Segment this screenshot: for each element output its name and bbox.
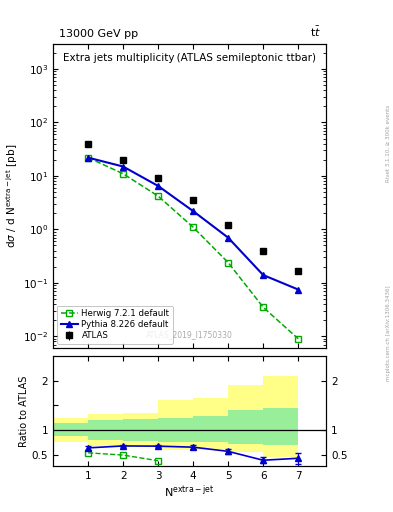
Bar bbox=[263, 376, 298, 457]
Bar bbox=[228, 410, 263, 444]
Herwig 7.2.1 default bbox=[296, 336, 301, 342]
Y-axis label: Ratio to ATLAS: Ratio to ATLAS bbox=[19, 375, 29, 446]
Pythia 8.226 default bbox=[86, 155, 90, 161]
Text: 13000 GeV pp: 13000 GeV pp bbox=[59, 29, 138, 39]
Pythia 8.226 default bbox=[156, 183, 160, 189]
Herwig 7.2.1 default bbox=[86, 155, 90, 161]
Line: Herwig 7.2.1 default: Herwig 7.2.1 default bbox=[85, 155, 301, 342]
Bar bbox=[263, 408, 298, 445]
Bar bbox=[123, 413, 158, 447]
Line: Pythia 8.226 default: Pythia 8.226 default bbox=[85, 155, 301, 293]
Bar bbox=[193, 416, 228, 442]
Pythia 8.226 default bbox=[296, 286, 301, 292]
Herwig 7.2.1 default bbox=[191, 224, 195, 230]
Bar bbox=[88, 420, 123, 440]
Bar bbox=[53, 418, 88, 442]
Pythia 8.226 default bbox=[261, 272, 266, 278]
Pythia 8.226 default bbox=[226, 234, 231, 241]
Pythia 8.226 default bbox=[121, 163, 125, 169]
Bar bbox=[228, 386, 263, 452]
Bar bbox=[158, 400, 193, 450]
Bar bbox=[158, 418, 193, 442]
Text: Extra jets multiplicity (ATLAS semileptonic ttbar): Extra jets multiplicity (ATLAS semilepto… bbox=[63, 53, 316, 62]
Bar bbox=[53, 423, 88, 436]
Legend: Herwig 7.2.1 default, Pythia 8.226 default, ATLAS: Herwig 7.2.1 default, Pythia 8.226 defau… bbox=[57, 306, 173, 344]
Text: ATLAS_2019_I1750330: ATLAS_2019_I1750330 bbox=[146, 330, 233, 339]
Herwig 7.2.1 default bbox=[261, 304, 266, 310]
Herwig 7.2.1 default bbox=[121, 170, 125, 177]
X-axis label: N$^{\mathrm{extra-jet}}$: N$^{\mathrm{extra-jet}}$ bbox=[165, 483, 215, 500]
Herwig 7.2.1 default bbox=[226, 260, 231, 266]
Bar bbox=[193, 398, 228, 450]
Text: Rivet 3.1.10, ≥ 300k events: Rivet 3.1.10, ≥ 300k events bbox=[386, 105, 391, 182]
Y-axis label: d$\sigma$ / d N$^{\mathrm{extra-jet}}$ [pb]: d$\sigma$ / d N$^{\mathrm{extra-jet}}$ [… bbox=[4, 144, 20, 248]
Bar bbox=[123, 418, 158, 441]
Pythia 8.226 default bbox=[191, 208, 195, 214]
Text: mcplots.cern.ch [arXiv:1306.3436]: mcplots.cern.ch [arXiv:1306.3436] bbox=[386, 285, 391, 380]
Bar bbox=[88, 414, 123, 445]
Text: t$\bar{t}$: t$\bar{t}$ bbox=[310, 25, 321, 39]
Herwig 7.2.1 default bbox=[156, 193, 160, 199]
